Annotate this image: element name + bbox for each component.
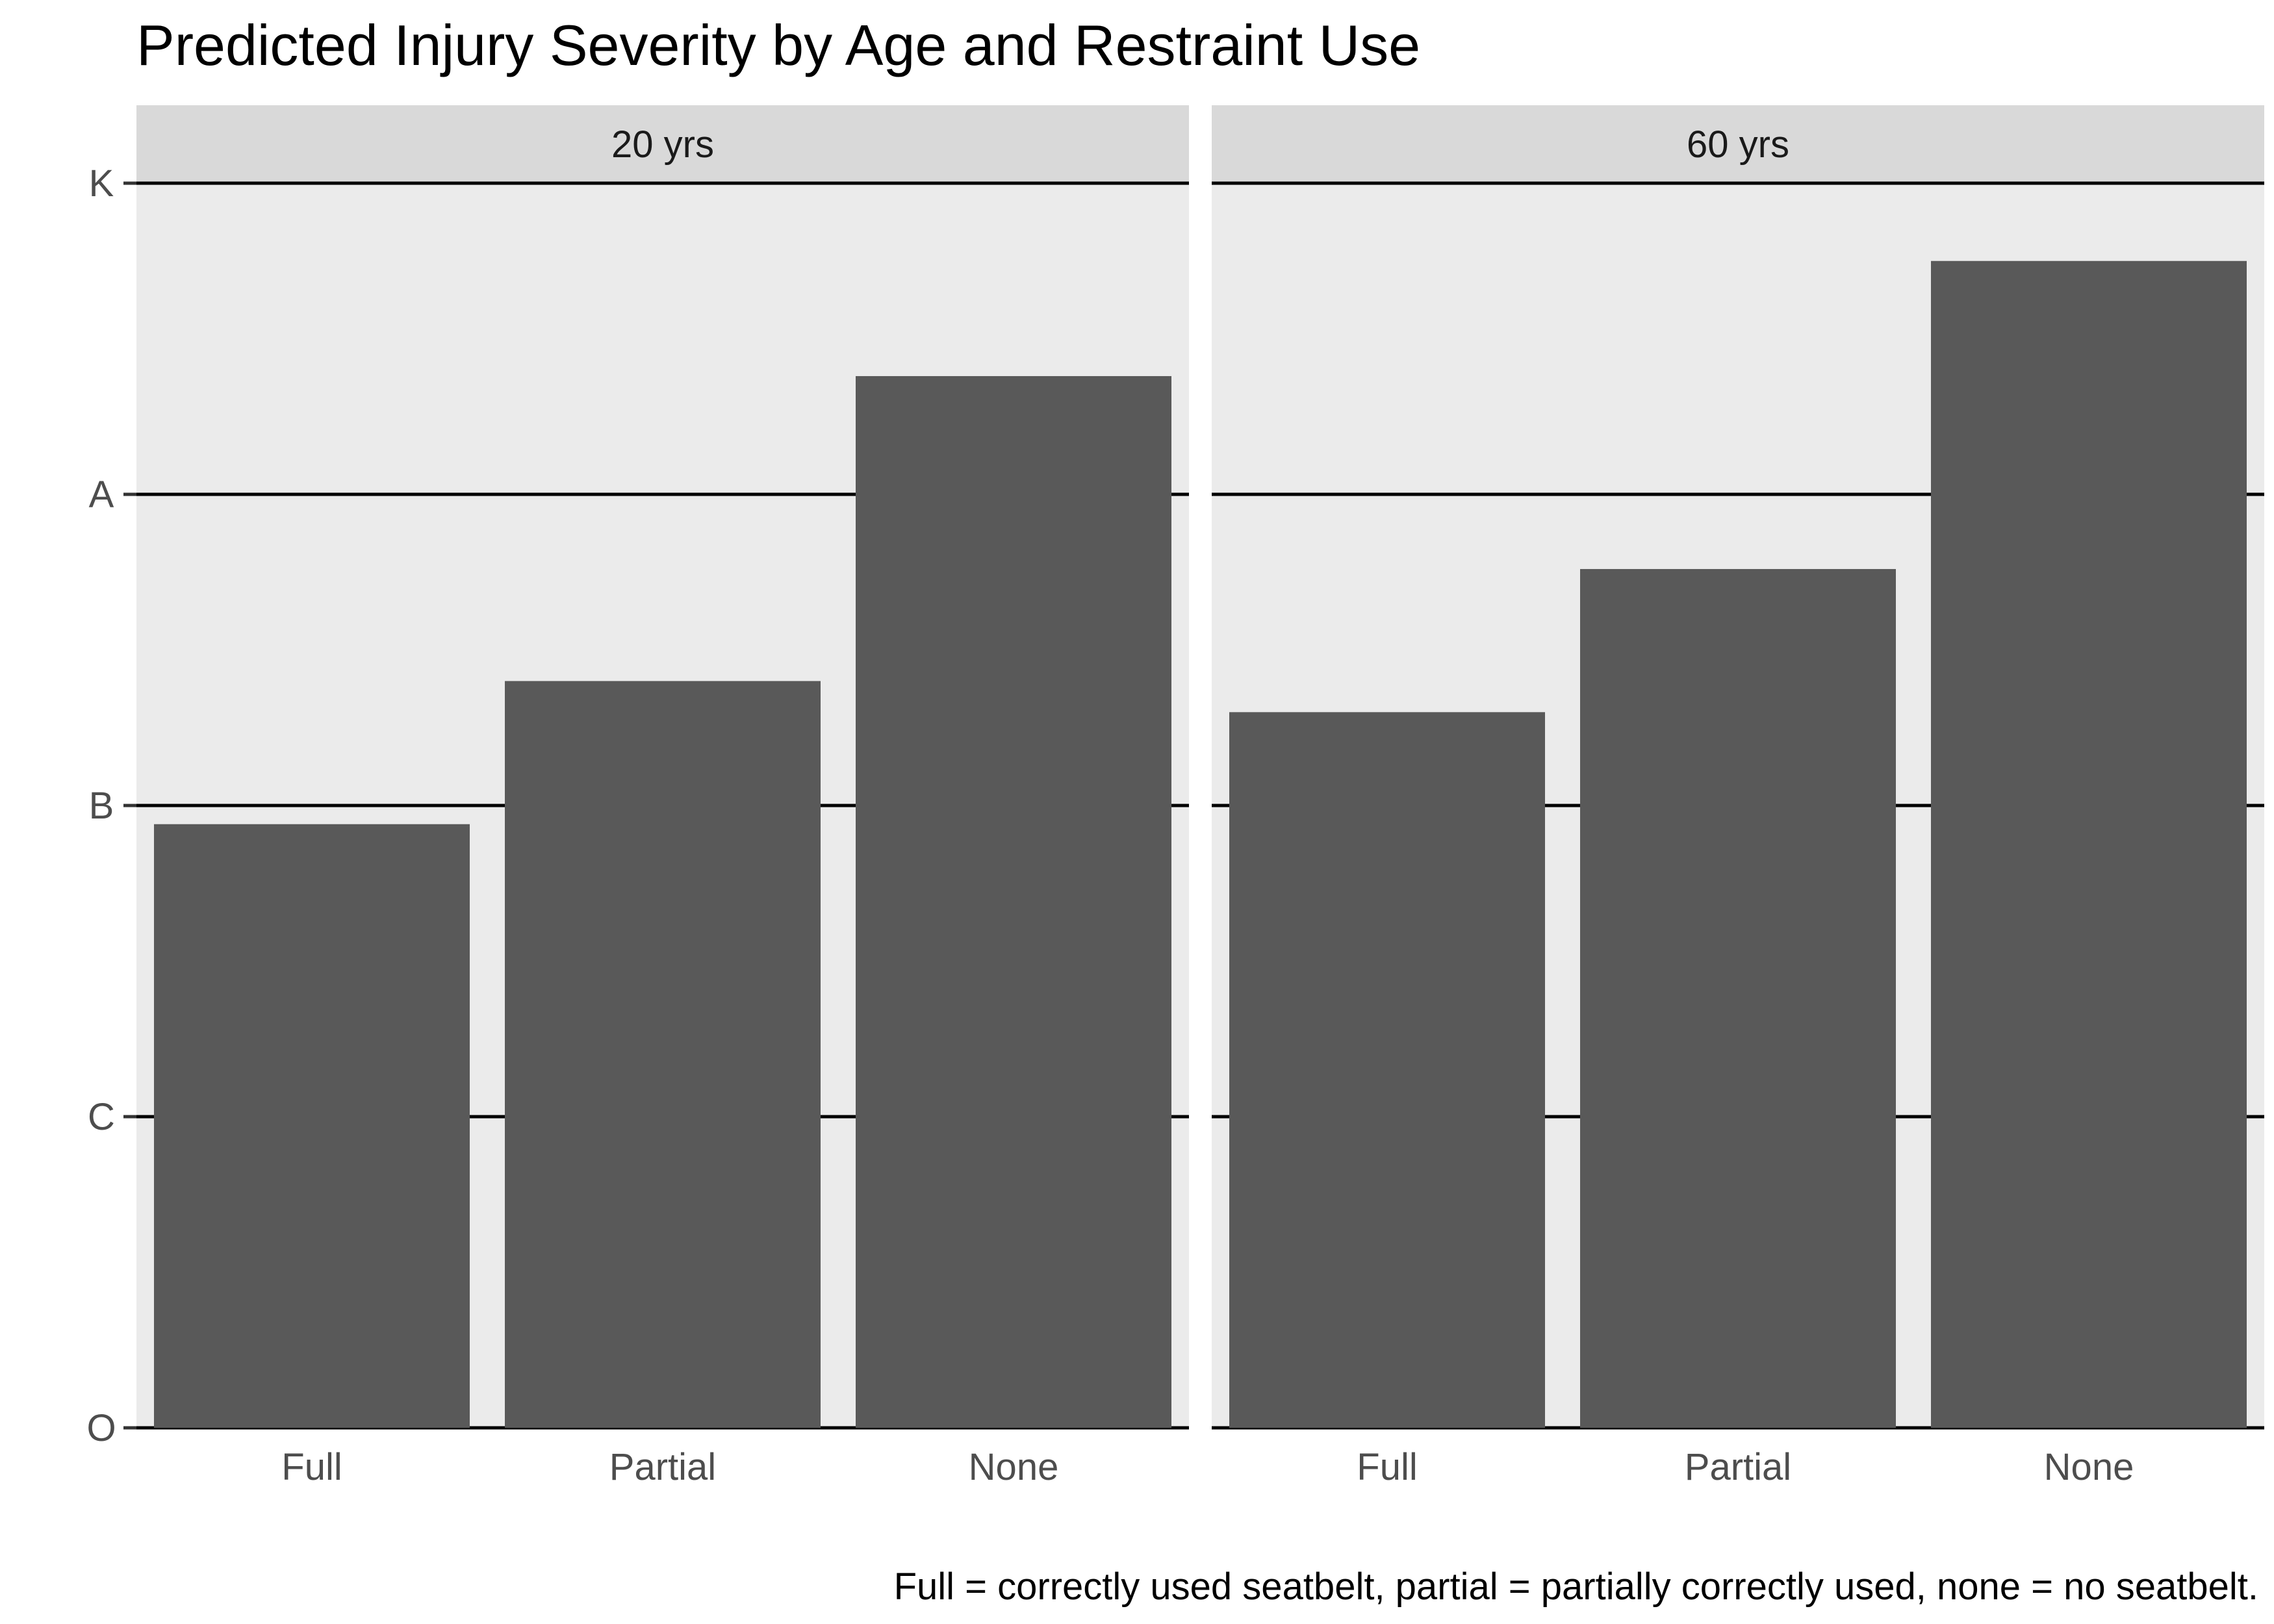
bar bbox=[154, 824, 470, 1428]
y-axis: O C B A K bbox=[86, 162, 136, 1449]
x-tick-label: Full bbox=[281, 1446, 342, 1488]
facet-panel: 60 yrs Full Partial None bbox=[1212, 105, 2264, 1488]
y-tick-label: A bbox=[89, 474, 114, 516]
facet-panel: 20 yrs Full Partial None bbox=[136, 105, 1189, 1488]
bar bbox=[1580, 568, 1896, 1428]
x-tick-label: Partial bbox=[609, 1446, 716, 1488]
bar bbox=[1229, 712, 1545, 1428]
facet-strip-label: 20 yrs bbox=[611, 123, 714, 166]
facet-strip-label: 60 yrs bbox=[1687, 123, 1789, 166]
x-tick-label: None bbox=[2044, 1446, 2134, 1488]
y-tick-label: K bbox=[89, 162, 114, 205]
y-tick-label: B bbox=[89, 785, 114, 827]
bar bbox=[1931, 260, 2247, 1428]
y-tick-label: C bbox=[88, 1096, 115, 1138]
chart-caption: Full = correctly used seatbelt, partial … bbox=[894, 1566, 2258, 1608]
y-tick-label: O bbox=[86, 1407, 116, 1449]
facet-strip bbox=[136, 105, 1189, 183]
x-tick-label: None bbox=[969, 1446, 1059, 1488]
chart-title: Predicted Injury Severity by Age and Res… bbox=[136, 13, 1420, 77]
bar bbox=[505, 681, 821, 1428]
panels: 20 yrs Full Partial None 60 yrs Full Partial No… bbox=[136, 105, 2264, 1488]
bar bbox=[856, 375, 1171, 1428]
facet-strip bbox=[1212, 105, 2264, 183]
x-tick-label: Full bbox=[1357, 1446, 1417, 1488]
x-tick-label: Partial bbox=[1685, 1446, 1791, 1488]
